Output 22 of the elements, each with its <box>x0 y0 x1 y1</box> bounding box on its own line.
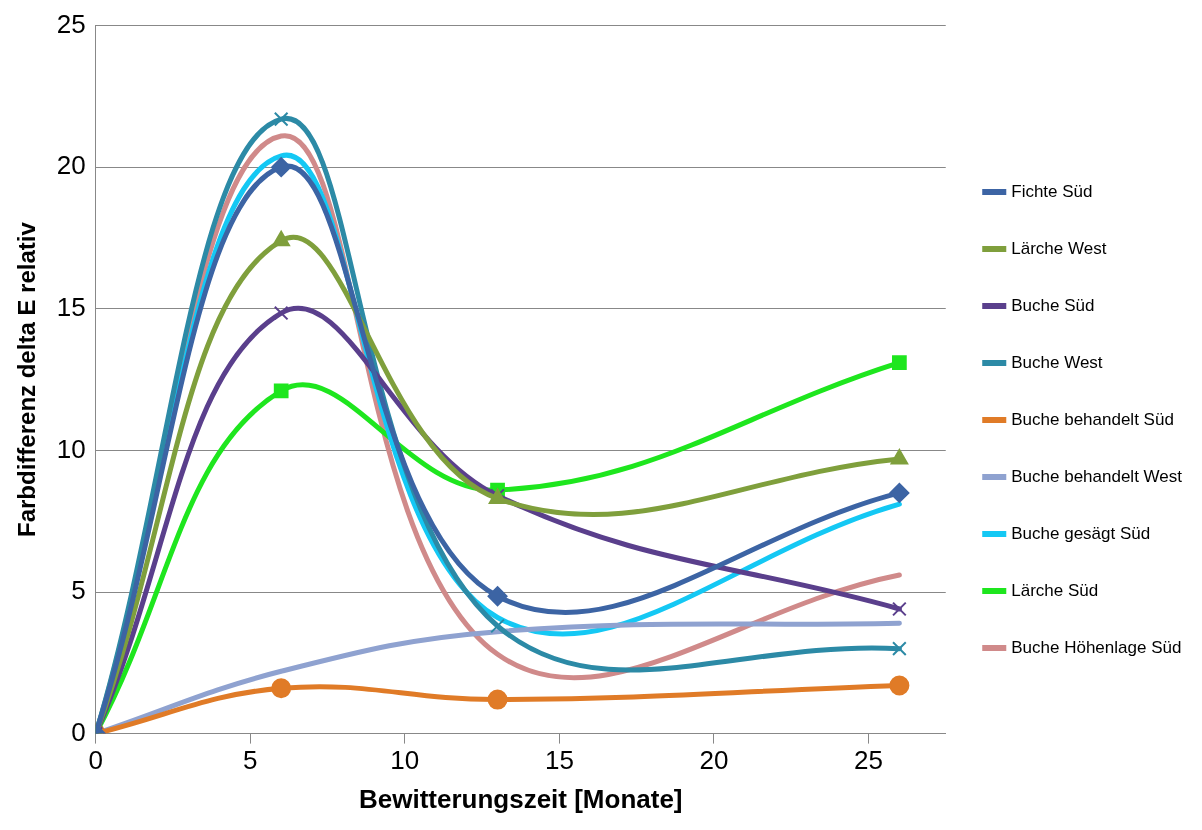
x-tick-label: 15 <box>544 745 574 776</box>
y-tick-label: 20 <box>56 150 86 181</box>
legend-label: Lärche West <box>1011 238 1107 258</box>
legend-label: Buche behandelt West <box>1011 466 1183 486</box>
legend-label: Buche gesägt Süd <box>1011 523 1151 543</box>
y-tick-label: 0 <box>71 716 86 747</box>
x-tick-label: 10 <box>390 745 420 776</box>
x-axis-title: Bewitterungszeit [Monate] <box>358 783 683 814</box>
legend-label: Buche behandelt Süd <box>1011 409 1174 429</box>
legend-label: Buche Höhenlage Süd <box>1011 637 1182 657</box>
legend-label: Fichte Süd <box>1011 181 1093 201</box>
x-tick-label: 5 <box>243 745 258 776</box>
y-tick-label: 10 <box>56 433 86 464</box>
y-tick-label: 15 <box>56 291 86 322</box>
legend-label: Buche Süd <box>1011 295 1095 315</box>
y-axis-title: Farbdifferenz delta E relativ <box>13 221 41 537</box>
x-tick-label: 25 <box>854 745 883 776</box>
legend-label: Buche West <box>1011 352 1103 372</box>
x-tick-label: 20 <box>699 745 729 776</box>
legend-label: Lärche Süd <box>1011 580 1099 600</box>
y-tick-label: 5 <box>71 575 86 606</box>
y-tick-label: 25 <box>56 8 86 39</box>
